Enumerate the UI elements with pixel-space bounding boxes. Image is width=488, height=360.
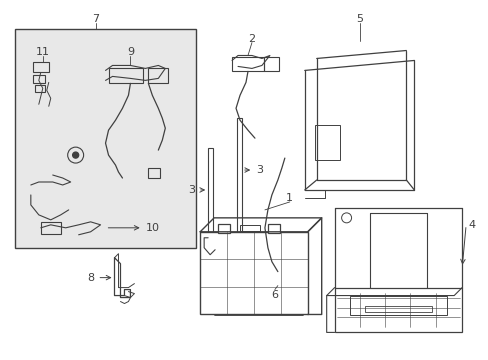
Bar	[349, 296, 447, 315]
Text: 6: 6	[271, 289, 278, 300]
Bar	[314, 125, 339, 160]
Text: 1: 1	[286, 193, 293, 203]
Text: 11: 11	[36, 48, 50, 58]
Bar	[35, 85, 45, 92]
Text: 4: 4	[468, 220, 475, 230]
Text: 9: 9	[126, 48, 134, 58]
Bar	[33, 62, 49, 72]
Text: 2: 2	[248, 33, 255, 44]
Bar	[108, 68, 143, 84]
Bar	[148, 68, 168, 84]
Bar	[200, 232, 307, 315]
Bar	[148, 168, 160, 178]
Bar	[41, 222, 61, 234]
Bar	[208, 148, 213, 238]
Bar	[240, 225, 260, 231]
Bar	[364, 306, 431, 312]
Text: 10: 10	[108, 223, 159, 233]
Bar	[218, 224, 229, 233]
Text: 3: 3	[188, 185, 204, 195]
Bar	[264, 58, 278, 71]
Bar	[15, 28, 196, 248]
Bar	[237, 118, 242, 243]
Circle shape	[73, 152, 79, 158]
Text: 3: 3	[244, 165, 263, 175]
Text: 5: 5	[355, 14, 362, 24]
Bar	[232, 58, 264, 71]
Bar	[267, 224, 279, 233]
Bar	[33, 75, 45, 84]
Text: 8: 8	[87, 273, 110, 283]
Bar	[334, 288, 461, 332]
Text: 7: 7	[92, 14, 99, 24]
